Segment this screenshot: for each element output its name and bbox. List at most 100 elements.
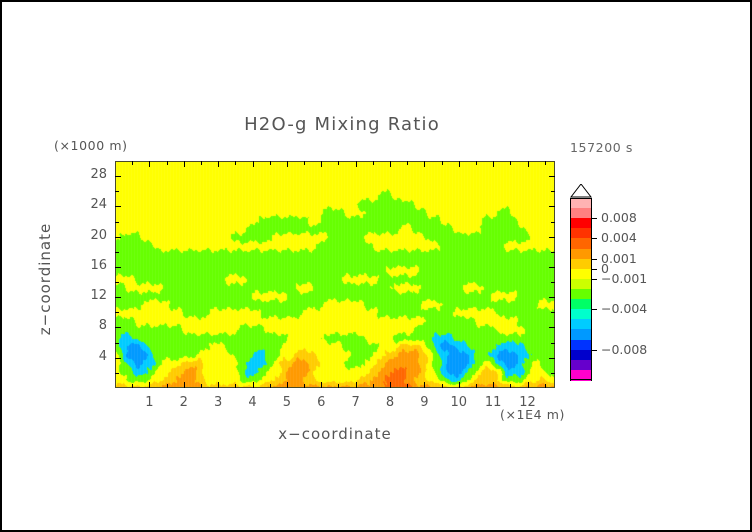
colorbar-band <box>570 278 592 290</box>
x-axis-tick <box>424 161 426 167</box>
x-axis-tick-label: 5 <box>282 395 292 410</box>
x-axis-minor-tick <box>510 384 512 388</box>
x-axis-tick <box>321 382 323 388</box>
x-axis-tick <box>286 161 288 167</box>
colorbar-band <box>570 359 592 371</box>
x-axis-tick <box>458 161 460 167</box>
x-axis-minor-tick <box>235 161 237 165</box>
x-axis-tick-label: 11 <box>484 395 502 410</box>
colorbar-tick <box>592 309 597 311</box>
x-axis-minor-tick <box>475 384 477 388</box>
y-axis-minor-tick <box>115 282 119 284</box>
x-axis-minor-tick <box>269 384 271 388</box>
x-axis-tick <box>286 382 288 388</box>
y-axis-tick <box>115 176 121 178</box>
colorbar-tick <box>592 278 597 280</box>
page-title: H2O-g Mixing Ratio <box>244 114 440 135</box>
y-axis-minor-tick <box>115 221 119 223</box>
x-axis-minor-tick <box>338 161 340 165</box>
y-axis-minor-tick <box>115 372 119 374</box>
x-axis-tick <box>390 382 391 388</box>
colorbar-arrow-icon <box>570 184 592 198</box>
y-axis-minor-tick <box>551 221 555 223</box>
y-axis-tick <box>115 357 121 359</box>
colorbar-tick-label: −0.008 <box>601 341 648 357</box>
x-axis-minor-tick <box>372 384 374 388</box>
y-axis-tick-label: 4 <box>98 348 107 364</box>
x-axis-tick-label: 4 <box>248 395 257 410</box>
y-axis-tick <box>115 206 121 208</box>
x-axis-title: x−coordinate <box>278 425 392 443</box>
x-axis-tick <box>458 382 460 388</box>
colorbar-band <box>570 248 592 260</box>
y-axis-minor-tick <box>551 282 555 284</box>
y-axis-tick <box>549 357 555 359</box>
x-axis-tick-label: 3 <box>213 395 223 410</box>
x-axis-tick-label: 6 <box>317 395 326 410</box>
y-axis-minor-tick <box>551 312 555 314</box>
colorbar-band <box>570 258 592 270</box>
timestamp-label: 157200 s <box>570 140 634 155</box>
x-axis-tick <box>252 161 254 167</box>
x-axis-minor-tick <box>441 384 443 388</box>
x-axis-minor-tick <box>304 384 306 388</box>
y-axis-tick-label: 24 <box>90 197 107 213</box>
colorbar-band <box>570 198 592 209</box>
y-axis-minor-tick <box>551 251 555 253</box>
y-axis-tick-label: 8 <box>98 318 107 334</box>
y-axis-tick <box>115 327 121 329</box>
colorbar-tick-label: 0 <box>601 260 609 276</box>
x-axis-minor-tick <box>407 161 409 165</box>
y-axis-tick <box>549 327 555 329</box>
colorbar-band <box>570 208 592 219</box>
x-axis-minor-tick <box>166 161 168 165</box>
x-axis-tick <box>252 382 254 388</box>
y-axis-tick <box>549 266 555 268</box>
y-axis-minor-tick <box>551 372 555 374</box>
colorbar-band <box>570 309 592 320</box>
x-axis-tick-label: 2 <box>179 395 188 410</box>
x-axis-tick-label: 9 <box>420 395 429 410</box>
x-axis-minor-tick <box>372 161 374 165</box>
y-axis-tick <box>115 236 121 238</box>
y-axis-tick <box>549 206 555 208</box>
heatmap-field <box>116 162 554 387</box>
x-axis-tick <box>355 382 357 388</box>
colorbar-tick <box>592 258 597 260</box>
x-axis-minor-tick <box>475 161 477 165</box>
x-axis-unit-label: (×1E4 m) <box>500 407 565 422</box>
y-axis-tick-label: 16 <box>90 257 107 273</box>
colorbar-band <box>570 238 592 250</box>
colorbar-band <box>570 329 592 341</box>
x-axis-tick <box>424 382 426 388</box>
colorbar-tick <box>592 268 597 270</box>
y-axis-tick-label: 12 <box>90 288 107 304</box>
x-axis-minor-tick <box>269 161 271 165</box>
x-axis-tick <box>493 161 495 167</box>
x-axis-tick <box>321 161 323 167</box>
colorbar-tick <box>592 349 597 351</box>
colorbar-band <box>570 289 592 300</box>
x-axis-tick <box>390 161 391 167</box>
y-axis-minor-tick <box>115 312 119 314</box>
x-axis-minor-tick <box>166 384 168 388</box>
x-axis-minor-tick <box>200 161 202 165</box>
x-axis-tick <box>183 161 185 167</box>
colorbar-band <box>570 319 592 331</box>
x-axis-tick <box>493 382 495 388</box>
y-axis-tick-label: 28 <box>90 167 107 183</box>
x-axis-tick <box>183 382 185 388</box>
colorbar-tick-label: −0.004 <box>601 301 648 317</box>
x-axis-tick-label: 8 <box>385 395 395 410</box>
colorbar-band <box>570 349 592 361</box>
x-axis-minor-tick <box>132 161 134 165</box>
x-axis-minor-tick <box>132 384 134 388</box>
x-axis-tick <box>218 382 220 388</box>
y-axis-tick <box>549 297 555 299</box>
colorbar-band <box>570 299 592 310</box>
x-axis-minor-tick <box>338 384 340 388</box>
x-axis-minor-tick <box>544 384 546 388</box>
colorbar-band <box>570 218 592 229</box>
x-axis-tick <box>149 382 151 388</box>
